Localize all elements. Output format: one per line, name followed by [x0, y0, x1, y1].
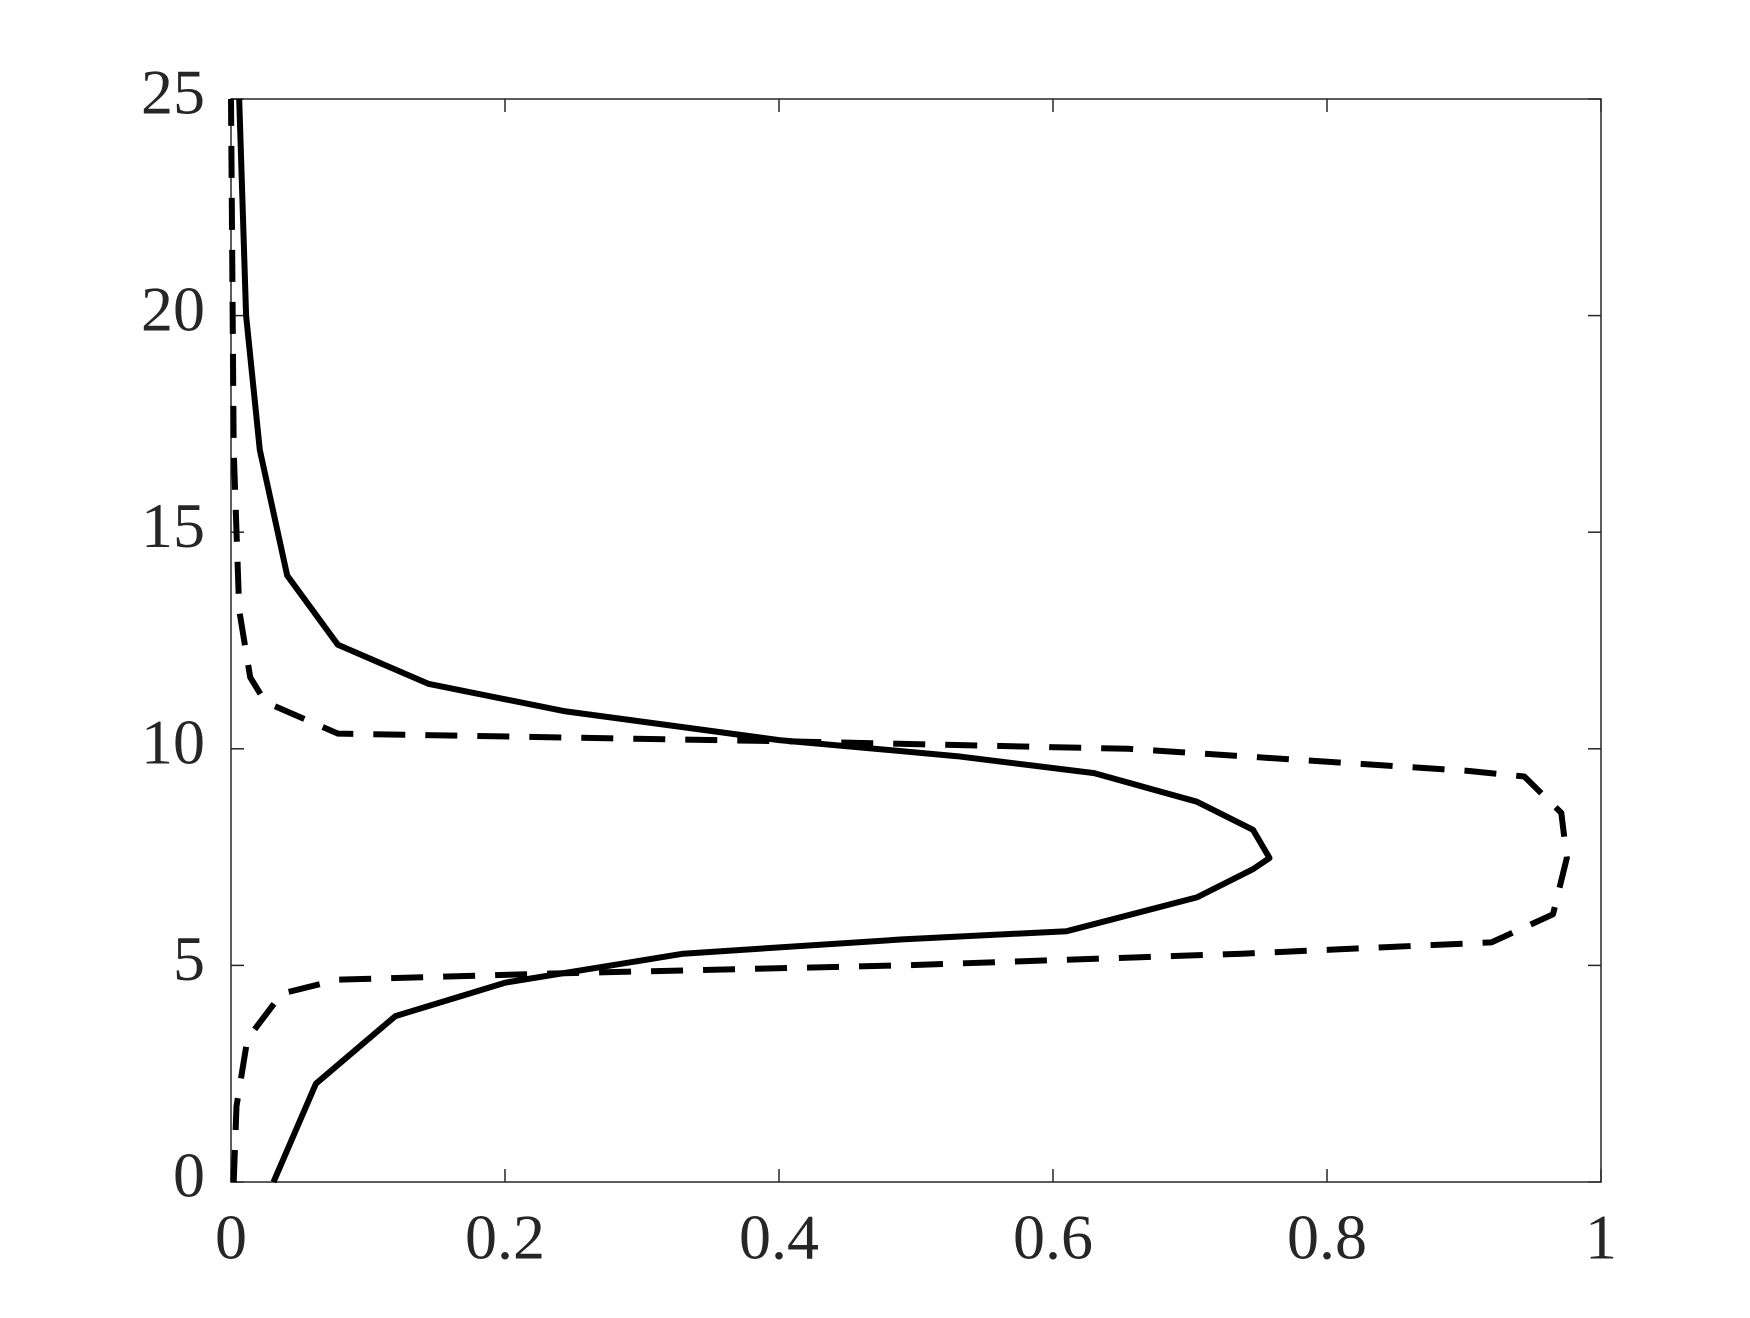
y-tick-label: 25: [141, 57, 205, 128]
y-tick-label: 10: [141, 706, 205, 777]
y-tick-label: 20: [141, 273, 205, 344]
y-tick-label: 0: [173, 1140, 205, 1211]
series-line: [228, 98, 1570, 1183]
series-line: [236, 98, 1273, 1184]
x-tick-label: 0: [215, 1202, 247, 1273]
plot-area: [230, 98, 1602, 1183]
y-tick-label: 15: [141, 490, 205, 561]
x-tick-label: 1: [1585, 1202, 1617, 1273]
x-tick-label: 0.4: [739, 1202, 819, 1273]
x-tick-label: 0.6: [1013, 1202, 1093, 1273]
y-tick-label: 5: [173, 923, 205, 994]
x-tick-label: 0.2: [465, 1202, 545, 1273]
x-tick-label: 0.8: [1287, 1202, 1367, 1273]
